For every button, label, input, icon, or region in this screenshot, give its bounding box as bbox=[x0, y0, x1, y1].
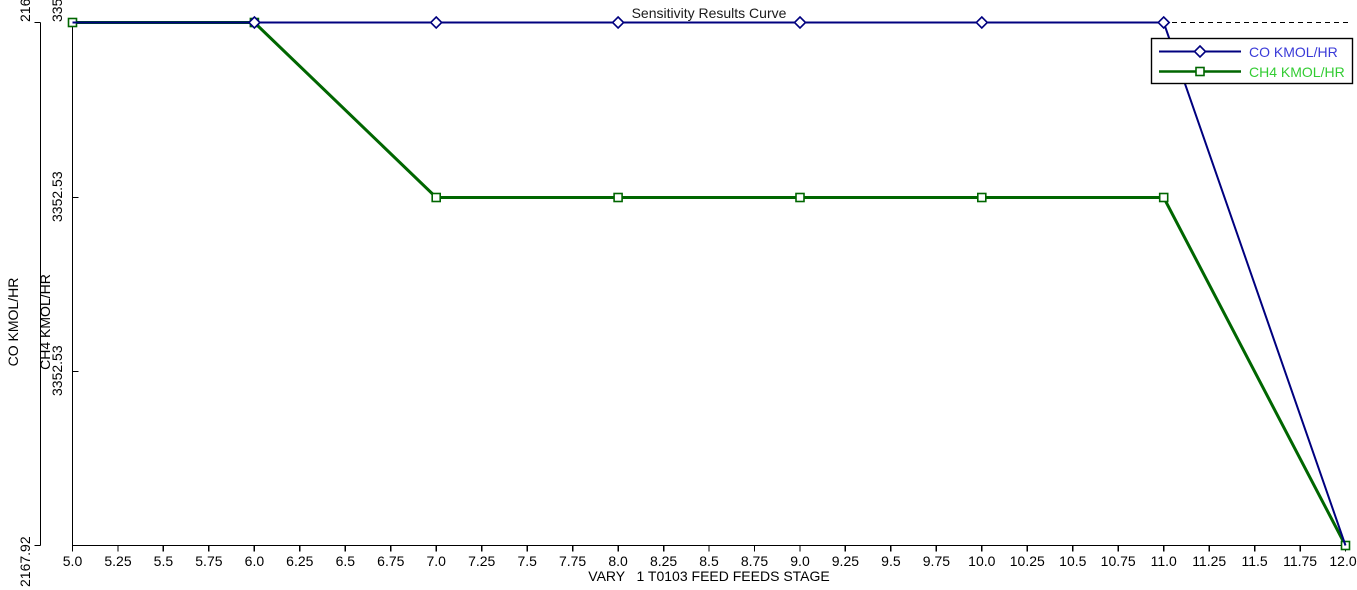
x-tick-label: 7.75 bbox=[559, 553, 586, 569]
co-marker bbox=[247, 15, 262, 30]
ch4-axis-tick-label-1: 3352.53 bbox=[49, 0, 65, 22]
legend-background bbox=[1150, 37, 1354, 85]
x-tick-label: 9.25 bbox=[832, 553, 859, 569]
x-tick-label: 5.0 bbox=[63, 553, 83, 569]
co-marker bbox=[793, 15, 807, 30]
co-axis-tick-label-bottom: 2167.92 bbox=[17, 536, 33, 587]
ch4-axis-tick-label-2: 3352.53 bbox=[49, 171, 65, 222]
x-tick-label: 8.25 bbox=[650, 553, 677, 569]
co-line bbox=[72, 21, 1347, 546]
legend-item-ch4[interactable]: CH4 KMOL/HR bbox=[1159, 64, 1345, 80]
series-co bbox=[72, 15, 1347, 546]
ch4-line bbox=[72, 21, 1347, 547]
series-ch4 bbox=[67, 17, 1351, 551]
x-tick-label: 10.5 bbox=[1059, 553, 1086, 569]
x-tick-label: 10.25 bbox=[1010, 553, 1045, 569]
legend-marker-square-icon bbox=[1195, 66, 1205, 77]
chart-legend[interactable]: CO KMOL/HR CH4 KMOL/HR bbox=[1150, 37, 1354, 85]
x-tick-label: 7.5 bbox=[517, 553, 537, 569]
x-tick-label: 9.5 bbox=[881, 553, 901, 569]
x-tick-label: 7.0 bbox=[426, 553, 446, 569]
axis-group bbox=[34, 21, 1346, 547]
page-title: Sensitivity Results Curve bbox=[632, 5, 787, 21]
co-marker bbox=[1157, 15, 1171, 30]
co-marker bbox=[429, 15, 443, 30]
co-marker bbox=[611, 15, 625, 30]
x-tick-label: 6.75 bbox=[377, 553, 404, 569]
co-axis-title: CO KMOL/HR bbox=[5, 278, 21, 367]
legend-label-co: CO KMOL/HR bbox=[1249, 44, 1338, 60]
ch4-marker bbox=[795, 192, 805, 203]
co-axis-tick-label-top: 2167.92 bbox=[17, 0, 33, 22]
x-tick-label: 6.0 bbox=[245, 553, 265, 569]
x-tick-label: 8.5 bbox=[699, 553, 719, 569]
legend-marker-diamond-icon bbox=[1193, 44, 1207, 59]
x-tick-label: 5.25 bbox=[104, 553, 131, 569]
x-tick-label: 12.0 bbox=[1329, 553, 1356, 569]
x-tick-label: 6.25 bbox=[286, 553, 313, 569]
x-tick-label: 8.0 bbox=[608, 553, 628, 569]
x-tick-label: 10.0 bbox=[968, 553, 995, 569]
ch4-marker bbox=[976, 192, 987, 203]
co-marker bbox=[975, 15, 989, 30]
x-tick-label: 11.75 bbox=[1283, 553, 1317, 569]
x-tick-label: 11.0 bbox=[1151, 553, 1177, 569]
x-tick-label: 9.0 bbox=[790, 553, 810, 569]
x-tick-label: 9.75 bbox=[923, 553, 950, 569]
x-tick-label: 8.75 bbox=[741, 553, 768, 569]
ch4-marker bbox=[431, 192, 442, 203]
x-axis-title: VARY 1 T0103 FEED FEEDS STAGE bbox=[588, 568, 829, 584]
x-tick-label: 11.25 bbox=[1192, 553, 1226, 569]
ch4-marker bbox=[1158, 192, 1169, 203]
ch4-axis-title: CH4 KMOL/HR bbox=[37, 274, 53, 370]
x-tick-label: 6.5 bbox=[336, 553, 356, 569]
x-axis-ticks bbox=[71, 545, 1347, 552]
legend-item-co[interactable]: CO KMOL/HR bbox=[1159, 44, 1338, 60]
ch4-markers bbox=[67, 17, 1351, 551]
x-axis-tick-labels: 5.0 5.25 5.5 5.75 6.0 6.25 6.5 6.75 7.0 … bbox=[63, 553, 1357, 569]
x-tick-label: 7.25 bbox=[468, 553, 495, 569]
x-tick-label: 11.5 bbox=[1241, 553, 1267, 569]
x-tick-label: 5.5 bbox=[154, 553, 174, 569]
ch4-marker bbox=[613, 192, 623, 203]
x-tick-label: 5.75 bbox=[195, 553, 222, 569]
legend-label-ch4: CH4 KMOL/HR bbox=[1249, 64, 1345, 80]
x-tick-label: 10.75 bbox=[1101, 553, 1136, 569]
ch4-axis-tick-label-3: 3352.53 bbox=[49, 345, 65, 396]
co-markers bbox=[247, 15, 1171, 30]
